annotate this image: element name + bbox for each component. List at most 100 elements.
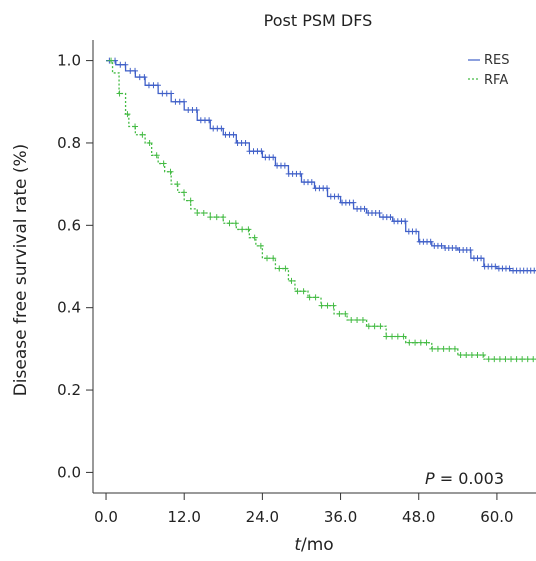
- censor-mark-rfa: [318, 302, 325, 309]
- censor-mark-rfa: [239, 226, 246, 233]
- censor-mark-rfa: [508, 356, 515, 363]
- censor-mark-res: [117, 61, 124, 68]
- censor-mark-res: [323, 185, 330, 192]
- y-tick-label: 1.0: [57, 52, 81, 70]
- censor-mark-rfa: [312, 294, 319, 301]
- censor-mark-res: [180, 98, 187, 105]
- series-line-rfa: [106, 59, 536, 360]
- x-tick-label: 48.0: [402, 508, 435, 526]
- p-value-symbol: P: [425, 469, 435, 488]
- x-axis-title-variable: t: [294, 535, 302, 555]
- censor-mark-res: [478, 255, 485, 262]
- censor-mark-res: [387, 214, 394, 221]
- censor-mark-rfa: [174, 181, 181, 188]
- x-tick-label: 36.0: [324, 508, 357, 526]
- censor-mark-res: [452, 244, 459, 251]
- x-tick-label: 0.0: [94, 508, 118, 526]
- y-tick-label: 0.6: [57, 216, 81, 234]
- censor-mark-res: [132, 67, 139, 74]
- censor-mark-rfa: [139, 131, 146, 138]
- x-axis-title: t/mo: [294, 535, 333, 555]
- censor-mark-rfa: [194, 209, 201, 216]
- censor-mark-rfa: [354, 317, 361, 324]
- censor-mark-rfa: [306, 294, 313, 301]
- p-value-text: = 0.003: [435, 469, 504, 488]
- censor-mark-res: [270, 154, 277, 161]
- censor-mark-rfa: [342, 310, 349, 317]
- censor-mark-rfa: [474, 352, 481, 359]
- legend: RES RFA: [468, 53, 510, 88]
- censor-mark-rfa: [108, 57, 115, 64]
- censor-mark-res: [506, 265, 513, 272]
- censor-mark-rfa: [480, 352, 487, 359]
- censor-mark-res: [297, 170, 304, 177]
- y-tick-label: 0.8: [57, 134, 81, 152]
- y-tick-label: 0.0: [57, 463, 81, 481]
- legend-label-rfa: RFA: [484, 73, 508, 88]
- censor-mark-rfa: [245, 226, 252, 233]
- censor-mark-rfa: [207, 214, 214, 221]
- censor-mark-rfa: [383, 333, 390, 340]
- censor-mark-res: [376, 209, 383, 216]
- censor-mark-rfa: [446, 345, 453, 352]
- censor-mark-rfa: [294, 288, 301, 295]
- censor-mark-rfa: [491, 356, 498, 363]
- censor-mark-rfa: [187, 197, 194, 204]
- censor-mark-rfa: [116, 90, 123, 97]
- censor-mark-rfa: [519, 356, 526, 363]
- censor-mark-rfa: [412, 339, 419, 346]
- censor-mark-rfa: [496, 356, 503, 363]
- axes: [92, 40, 536, 494]
- censor-mark-rfa: [180, 189, 187, 196]
- censor-mark-rfa: [524, 356, 531, 363]
- p-value-annotation: P = 0.003: [425, 469, 504, 488]
- y-axis-title: Disease free survival rate (%): [11, 144, 31, 397]
- legend-label-res: RES: [484, 53, 510, 68]
- censor-mark-rfa: [406, 339, 413, 346]
- censor-mark-rfa: [276, 265, 283, 272]
- censor-mark-rfa: [400, 333, 407, 340]
- censor-mark-rfa: [513, 356, 520, 363]
- censor-mark-rfa: [359, 317, 366, 324]
- censor-mark-rfa: [468, 352, 475, 359]
- censor-mark-rfa: [288, 277, 295, 284]
- censor-mark-res: [141, 74, 148, 81]
- censor-marks: [106, 57, 536, 363]
- censor-mark-rfa: [270, 255, 277, 262]
- censor-mark-rfa: [282, 265, 289, 272]
- censor-mark-rfa: [417, 339, 424, 346]
- censor-mark-res: [413, 228, 420, 235]
- censor-mark-res: [492, 263, 499, 270]
- censor-mark-rfa: [167, 168, 174, 175]
- x-tick-label: 12.0: [168, 508, 201, 526]
- censor-mark-res: [402, 218, 409, 225]
- censor-mark-rfa: [336, 310, 343, 317]
- plot-lines: [106, 59, 536, 360]
- censor-mark-rfa: [440, 345, 447, 352]
- censor-mark-res: [218, 125, 225, 132]
- censor-mark-rfa: [330, 302, 337, 309]
- censor-mark-res: [242, 139, 249, 146]
- censor-mark-rfa: [257, 242, 264, 249]
- censor-mark-rfa: [423, 339, 430, 346]
- censor-mark-rfa: [377, 323, 384, 330]
- censor-mark-rfa: [348, 317, 355, 324]
- censor-mark-res: [122, 61, 129, 68]
- censor-mark-rfa: [226, 220, 233, 227]
- y-tick-label: 0.4: [57, 299, 81, 317]
- x-ticks: 0.0 12.0 24.0 36.0 48.0 60.0: [94, 493, 514, 526]
- censor-mark-res: [335, 193, 342, 200]
- censor-mark-res: [230, 131, 237, 138]
- censor-mark-res: [168, 90, 175, 97]
- censor-mark-rfa: [502, 356, 509, 363]
- censor-mark-rfa: [220, 214, 227, 221]
- censor-mark-rfa: [153, 152, 160, 159]
- censor-mark-rfa: [429, 345, 436, 352]
- censor-mark-rfa: [264, 255, 271, 262]
- censor-mark-res: [206, 117, 213, 124]
- series-line-res: [106, 59, 536, 272]
- censor-mark-res: [438, 242, 445, 249]
- censor-mark-res: [154, 82, 161, 89]
- censor-mark-res: [361, 205, 368, 212]
